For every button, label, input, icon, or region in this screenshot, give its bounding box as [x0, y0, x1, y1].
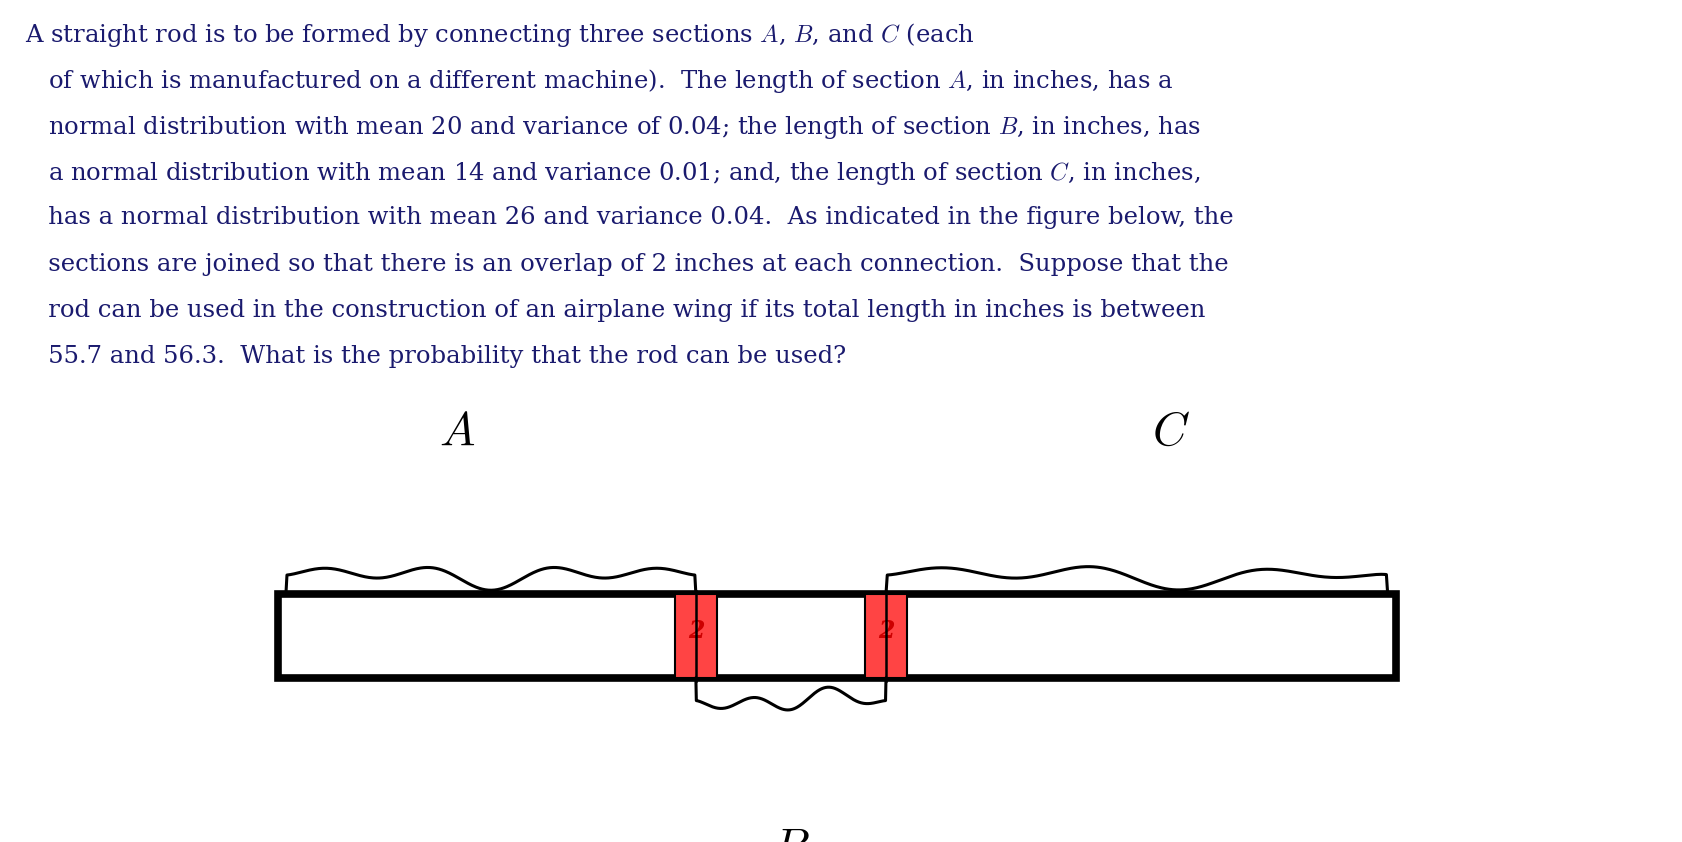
Bar — [865, 594, 907, 678]
Bar — [674, 594, 717, 678]
Text: $A$: $A$ — [439, 409, 476, 455]
Text: rod can be used in the construction of an airplane wing if its total length in i: rod can be used in the construction of a… — [25, 299, 1206, 322]
Text: A straight rod is to be formed by connecting three sections $A$, $B$, and $C$ (e: A straight rod is to be formed by connec… — [25, 21, 976, 49]
Text: sections are joined so that there is an overlap of 2 inches at each connection. : sections are joined so that there is an … — [25, 253, 1230, 275]
Text: of which is manufactured on a different machine).  The length of section $A$, in: of which is manufactured on a different … — [25, 67, 1174, 95]
Bar — [278, 594, 1396, 678]
Text: 2: 2 — [878, 620, 895, 643]
Text: $B$: $B$ — [772, 825, 809, 842]
Text: 55.7 and 56.3.  What is the probability that the rod can be used?: 55.7 and 56.3. What is the probability t… — [25, 345, 846, 368]
Text: a normal distribution with mean 14 and variance 0.01; and, the length of section: a normal distribution with mean 14 and v… — [25, 160, 1201, 187]
Text: has a normal distribution with mean 26 and variance 0.04.  As indicated in the f: has a normal distribution with mean 26 a… — [25, 206, 1235, 229]
Text: 2: 2 — [688, 620, 705, 643]
Text: $C$: $C$ — [1152, 409, 1189, 455]
Text: normal distribution with mean 20 and variance of 0.04; the length of section $B$: normal distribution with mean 20 and var… — [25, 114, 1201, 141]
